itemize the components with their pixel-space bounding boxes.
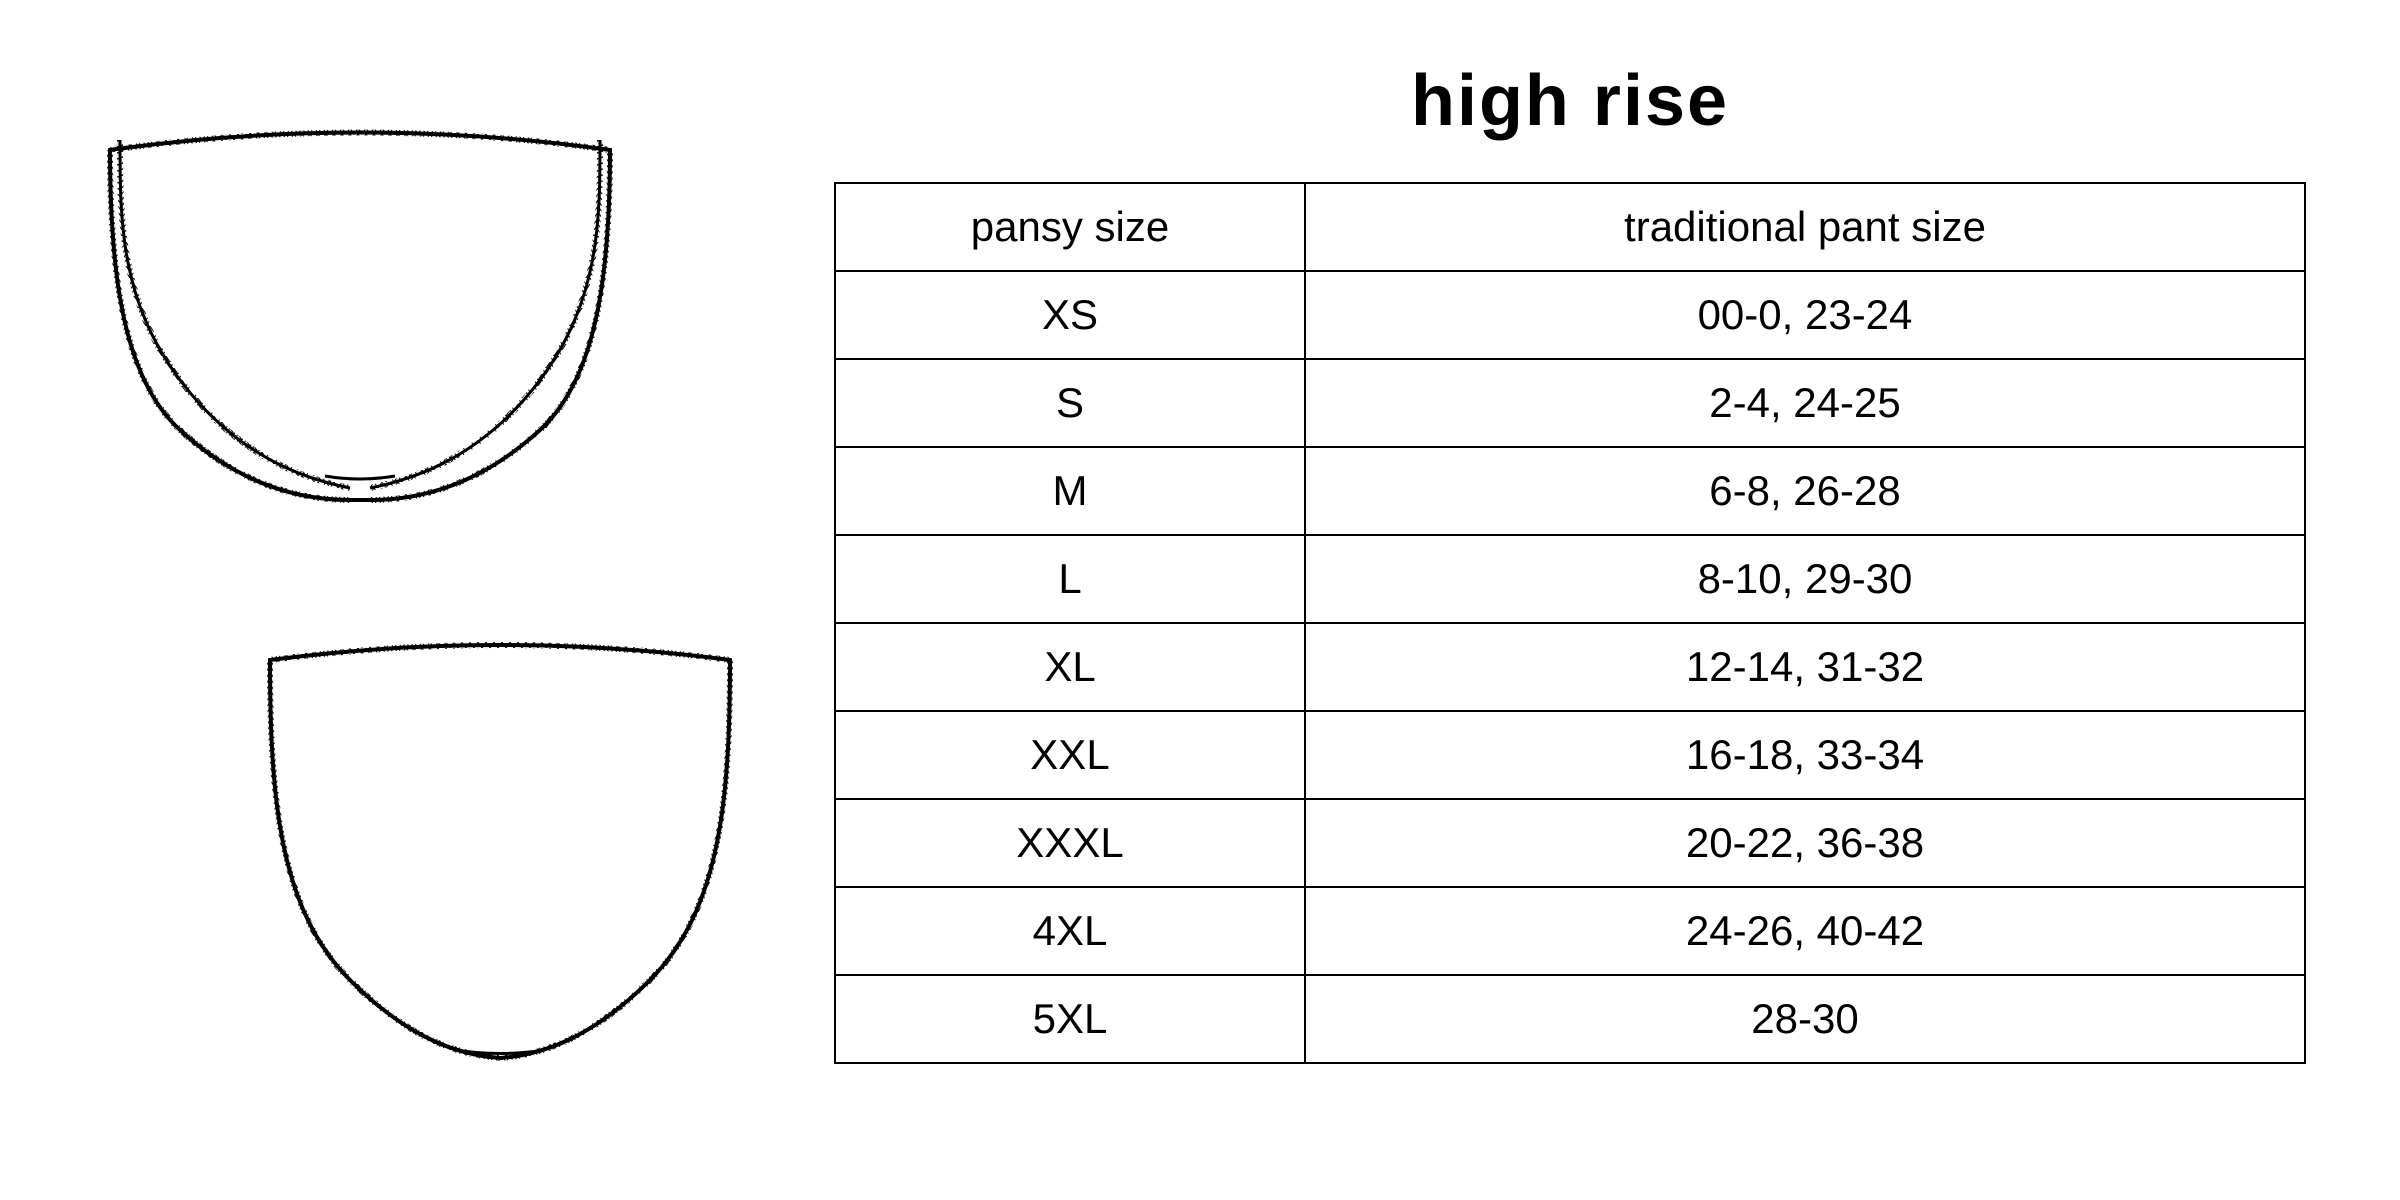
back-view-icon: [270, 645, 730, 1058]
cell-traditional-size: 2-4, 24-25: [1305, 359, 2305, 447]
cell-pansy-size: XS: [835, 271, 1305, 359]
col-header-pansy-size: pansy size: [835, 183, 1305, 271]
cell-pansy-size: L: [835, 535, 1305, 623]
cell-pansy-size: 5XL: [835, 975, 1305, 1063]
cell-traditional-size: 00-0, 23-24: [1305, 271, 2305, 359]
cell-pansy-size: XXXL: [835, 799, 1305, 887]
cell-pansy-size: M: [835, 447, 1305, 535]
cell-traditional-size: 6-8, 26-28: [1305, 447, 2305, 535]
front-view-icon: [110, 133, 610, 501]
product-illustration: [90, 80, 770, 1120]
table-row: XS00-0, 23-24: [835, 271, 2305, 359]
chart-title: high rise: [800, 60, 2340, 142]
cell-pansy-size: XL: [835, 623, 1305, 711]
cell-pansy-size: 4XL: [835, 887, 1305, 975]
cell-traditional-size: 28-30: [1305, 975, 2305, 1063]
cell-traditional-size: 16-18, 33-34: [1305, 711, 2305, 799]
cell-pansy-size: XXL: [835, 711, 1305, 799]
table-row: XXXL20-22, 36-38: [835, 799, 2305, 887]
cell-pansy-size: S: [835, 359, 1305, 447]
col-header-traditional: traditional pant size: [1305, 183, 2305, 271]
cell-traditional-size: 12-14, 31-32: [1305, 623, 2305, 711]
table-row: 5XL28-30: [835, 975, 2305, 1063]
table-row: L8-10, 29-30: [835, 535, 2305, 623]
table-header-row: pansy size traditional pant size: [835, 183, 2305, 271]
table-row: S2-4, 24-25: [835, 359, 2305, 447]
size-table: pansy size traditional pant size XS00-0,…: [834, 182, 2306, 1064]
cell-traditional-size: 20-22, 36-38: [1305, 799, 2305, 887]
table-row: 4XL24-26, 40-42: [835, 887, 2305, 975]
table-row: M6-8, 26-28: [835, 447, 2305, 535]
cell-traditional-size: 8-10, 29-30: [1305, 535, 2305, 623]
table-row: XL12-14, 31-32: [835, 623, 2305, 711]
cell-traditional-size: 24-26, 40-42: [1305, 887, 2305, 975]
table-row: XXL16-18, 33-34: [835, 711, 2305, 799]
